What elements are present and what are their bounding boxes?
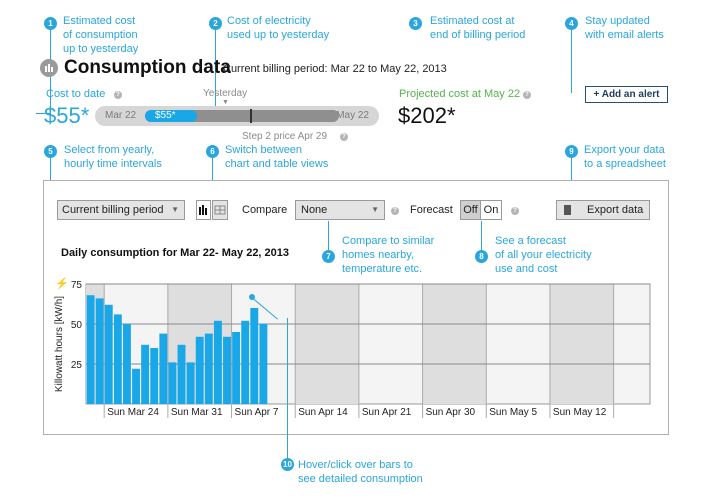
annotation-badge-8: 8 [475,250,488,263]
annotation-line-9 [571,158,572,200]
annotation-badge-3: 3 [409,17,422,30]
annotation-9: Export your data to a spreadsheet [584,144,666,170]
forecast-off-button[interactable]: Off [460,200,481,220]
step-price-label: Step 2 price Apr 29 [242,131,328,142]
annotation-badge-10: 10 [281,458,294,471]
chevron-down-icon: ▼ [222,99,229,106]
compare-label: Compare [242,204,288,216]
chart-logo-icon [40,59,58,77]
annotation-line-1b [36,113,51,114]
export-data-button[interactable]: Export data [556,200,650,220]
add-alert-label: + Add an alert [593,89,660,100]
annotation-5: Select from yearly, hourly time interval… [64,144,162,170]
help-icon[interactable]: ? [523,91,531,99]
help-icon[interactable]: ? [114,91,122,99]
annotation-line-8 [481,221,482,250]
table-icon [214,205,226,215]
annotation-line-7 [328,221,329,250]
annotation-badge-6: 6 [206,145,219,158]
annotation-1: Estimated cost of consumption up to yest… [63,15,139,55]
help-icon[interactable]: ? [340,133,348,141]
compare-select-value: None [301,204,328,216]
annotation-7: Compare to similar homes nearby, tempera… [342,235,435,275]
lightning-icon: ⚡ [55,278,69,290]
cost-to-date-label: Cost to date [46,88,106,100]
bar-chart-icon [199,205,207,215]
forecast-on-button[interactable]: On [480,200,502,220]
annotation-2: Cost of electricity used up to yesterday [227,15,330,41]
slider-track: $55* [145,109,339,123]
interval-select-value: Current billing period [62,204,164,216]
projected-value: $202* [398,103,456,128]
annotation-6: Switch between chart and table views [225,144,329,170]
chevron-down-icon: ▼ [171,205,179,214]
slider-fill: $55* [145,110,197,122]
annotation-4: Stay updated with email alerts [585,15,664,41]
annotation-line-4 [571,30,572,93]
spreadsheet-icon [564,205,571,215]
cost-slider[interactable]: Mar 22 May 22 $55* [95,106,379,126]
chart-title: Daily consumption for Mar 22- May 22, 20… [61,247,290,259]
annotation-badge-7: 7 [322,250,335,263]
forecast-label: Forecast [410,204,453,216]
annotation-badge-1: 1 [44,17,57,30]
projected-label: Projected cost at May 22 [399,88,521,100]
chart-view-toggle[interactable] [196,200,211,220]
annotation-badge-2: 2 [209,17,222,30]
cost-to-date-value: $55* [44,103,90,128]
slider-fill-label: $55* [155,110,176,121]
slider-start-label: Mar 22 [105,110,137,121]
annotation-badge-5: 5 [44,145,57,158]
forecast-off-label: Off [463,204,478,216]
add-alert-button[interactable]: + Add an alert [585,86,668,103]
annotation-8: See a forecast of all your electricity u… [495,235,592,275]
page-title: Consumption data [64,57,231,78]
yesterday-label: Yesterday [203,88,248,99]
compare-select[interactable]: None ▼ [295,200,385,220]
annotation-line-6 [212,158,213,200]
interval-select[interactable]: Current billing period ▼ [57,200,185,220]
annotation-line-2 [215,30,216,122]
help-icon[interactable]: ? [511,207,519,215]
help-icon[interactable]: ? [391,207,399,215]
slider-end-label: May 22 [336,110,369,121]
export-data-label: Export data [587,204,644,216]
annotation-badge-4: 4 [565,17,578,30]
billing-period: Current billing period: Mar 22 to May 22… [223,63,447,75]
annotation-line-10 [287,318,288,458]
step-marker [250,109,252,123]
annotation-10: Hover/click over bars to see detailed co… [298,459,423,485]
annotation-3: Estimated cost at end of billing period [430,15,526,41]
forecast-on-label: On [483,204,499,216]
annotation-badge-9: 9 [565,145,578,158]
chevron-down-icon: ▼ [371,205,379,214]
table-view-toggle[interactable] [212,200,228,220]
annotation-dot [249,294,255,300]
